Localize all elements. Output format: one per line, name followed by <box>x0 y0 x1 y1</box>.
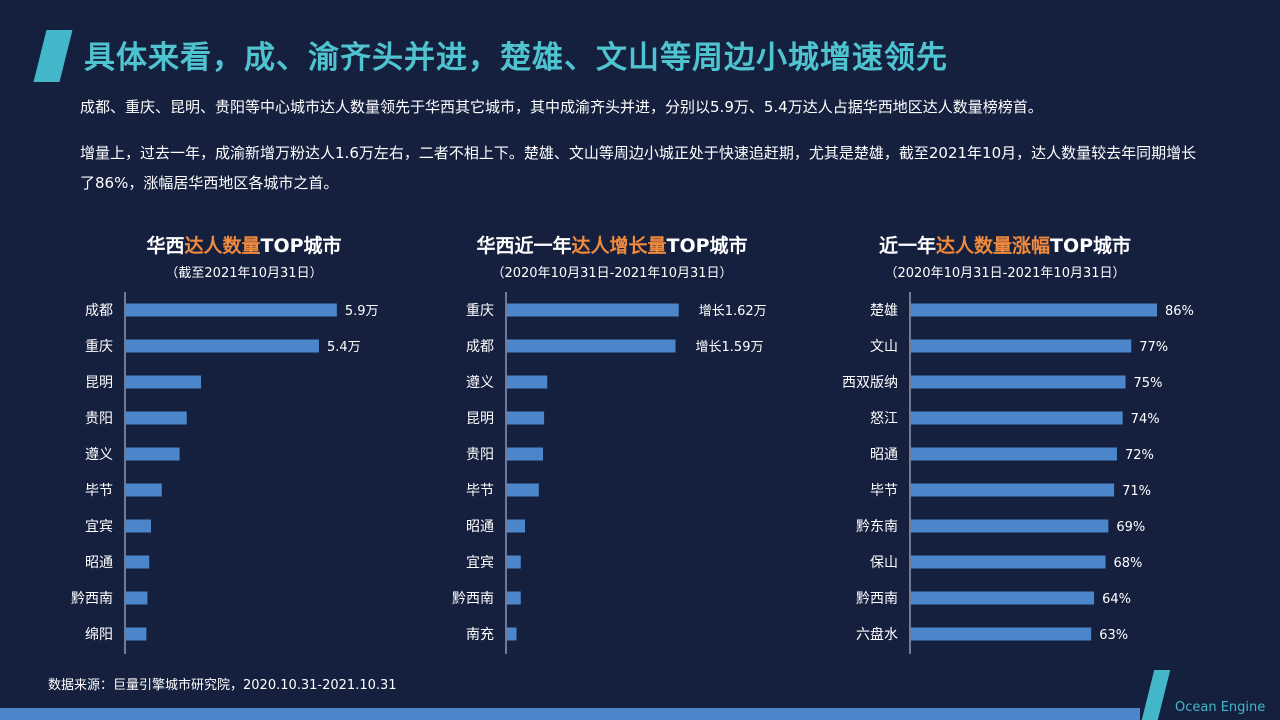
chart-3-value-label: 75% <box>1134 376 1163 391</box>
chart-3-bar <box>911 555 1106 569</box>
chart-3-bar <box>911 519 1109 533</box>
chart-2-category-label: 宜宾 <box>466 555 494 571</box>
chart-3-bar <box>911 591 1095 605</box>
chart-2-bar <box>507 375 548 389</box>
chart-1-bar <box>126 627 147 641</box>
summary-paragraph-1: 成都、重庆、昆明、贵阳等中心城市达人数量领先于华西其它城市，其中成渝齐头并进，分… <box>80 98 1043 116</box>
chart-3-value-label: 69% <box>1116 520 1145 535</box>
chart-3-header: 近一年达人数量涨幅TOP城市 （2020年10月31日-2021年10月31日） <box>825 232 1185 281</box>
chart-3-bar <box>911 627 1092 641</box>
chart-3-title: 近一年达人数量涨幅TOP城市 <box>878 235 1132 257</box>
chart-3-bar <box>911 375 1126 389</box>
chart-2-category-label: 贵阳 <box>466 447 494 463</box>
chart-3-value-label: 86% <box>1165 304 1194 319</box>
chart-1-value-label: 5.9万 <box>345 304 379 319</box>
chart-3-bar <box>911 483 1115 497</box>
chart-1-category-label: 遵义 <box>85 446 113 463</box>
chart-1-header: 华西达人数量TOP城市 （截至2021年10月31日） <box>64 232 424 281</box>
chart-1-category-label: 绵阳 <box>85 626 113 643</box>
bottom-bar <box>0 708 1140 720</box>
chart-2-bar <box>507 411 545 425</box>
chart-1-category-label: 成都 <box>85 303 113 319</box>
summary-paragraph-2: 增量上，过去一年，成渝新增万粉达人1.6万左右，二者不相上下。楚雄、文山等周边小… <box>80 144 1197 192</box>
ocean-engine-logo: Ocean Engine <box>1175 700 1266 715</box>
chart-2-bar <box>507 303 679 317</box>
chart-3-value-label: 68% <box>1114 556 1143 571</box>
chart-3-value-label: 72% <box>1125 448 1154 463</box>
chart-2-title: 华西近一年达人增长量TOP城市 <box>476 235 748 257</box>
chart-1-value-label: 5.4万 <box>327 340 361 355</box>
chart-1-category-label: 毕节 <box>85 483 113 499</box>
chart-3-value-label: 77% <box>1139 340 1168 355</box>
chart-1-subtitle: （截至2021年10月31日） <box>165 266 323 281</box>
chart-1-bar <box>126 483 162 497</box>
chart-1-bar <box>126 447 180 461</box>
chart-3-bar <box>911 447 1117 461</box>
chart-2-value-label: 增长1.62万 <box>699 304 767 319</box>
chart-3-subtitle: （2020年10月31日-2021年10月31日） <box>884 266 1126 281</box>
chart-3-bar <box>911 339 1132 353</box>
chart-2-category-label: 黔西南 <box>452 591 494 607</box>
chart-3-category-label: 西双版纳 <box>842 375 898 391</box>
chart-2-bar <box>507 447 544 461</box>
page-title: 具体来看，成、渝齐头并进，楚雄、文山等周边小城增速领先 <box>84 40 948 76</box>
chart-2-bar <box>507 519 526 533</box>
chart-2-category-label: 南充 <box>466 627 494 643</box>
chart-3-category-label: 楚雄 <box>870 303 898 319</box>
chart-2-category-label: 毕节 <box>466 483 494 499</box>
chart-1-category-label: 昆明 <box>85 375 113 391</box>
chart-2-bar <box>507 339 676 353</box>
chart-2-bar <box>507 483 539 497</box>
data-source: 数据来源：巨量引擎城市研究院，2020.10.31-2021.10.31 <box>48 678 397 693</box>
chart-3-value-label: 64% <box>1102 592 1131 607</box>
chart-2-category-label: 遵义 <box>466 374 494 391</box>
chart-3-category-label: 六盘水 <box>856 626 898 643</box>
chart-1-category-label: 黔西南 <box>71 591 113 607</box>
chart-1-bar <box>126 591 148 605</box>
chart-2-category-label: 昭通 <box>466 519 494 535</box>
chart-3-bar <box>911 411 1123 425</box>
chart-2-category-label: 成都 <box>466 339 494 355</box>
chart-3-category-label: 昭通 <box>870 447 898 463</box>
chart-3-category-label: 怒江 <box>870 411 898 427</box>
chart-3-category-label: 毕节 <box>870 483 898 499</box>
chart-3-value-label: 71% <box>1122 484 1151 499</box>
chart-2-category-label: 重庆 <box>466 303 494 319</box>
chart-3-bar <box>911 303 1157 317</box>
chart-3-category-label: 黔东南 <box>856 519 898 535</box>
chart-3-value-label: 63% <box>1099 628 1128 643</box>
chart-2-bar <box>507 555 521 569</box>
chart-1-category-label: 宜宾 <box>85 519 113 535</box>
chart-2-bar <box>507 591 521 605</box>
chart-2-value-label: 增长1.59万 <box>696 340 764 355</box>
chart-1-category-label: 昭通 <box>85 555 113 571</box>
chart-1-title: 华西达人数量TOP城市 <box>146 235 342 257</box>
chart-2-subtitle: （2020年10月31日-2021年10月31日） <box>491 266 733 281</box>
chart-3-value-label: 74% <box>1131 412 1160 427</box>
chart-1-category-label: 重庆 <box>85 339 113 355</box>
chart-1-bar <box>126 303 337 317</box>
chart-3-category-label: 文山 <box>870 339 898 355</box>
chart-2-category-label: 昆明 <box>466 411 494 427</box>
chart-1-category-label: 贵阳 <box>85 411 113 427</box>
chart-1-bar <box>126 555 150 569</box>
chart-1-bar <box>126 519 152 533</box>
chart-2-header: 华西近一年达人增长量TOP城市 （2020年10月31日-2021年10月31日… <box>432 232 792 281</box>
chart-1-bar <box>126 411 187 425</box>
chart-3-category-label: 黔西南 <box>856 591 898 607</box>
chart-1-bar <box>126 375 202 389</box>
chart-3-category-label: 保山 <box>870 555 898 571</box>
chart-1-bar <box>126 339 319 353</box>
chart-2-bar <box>507 627 517 641</box>
